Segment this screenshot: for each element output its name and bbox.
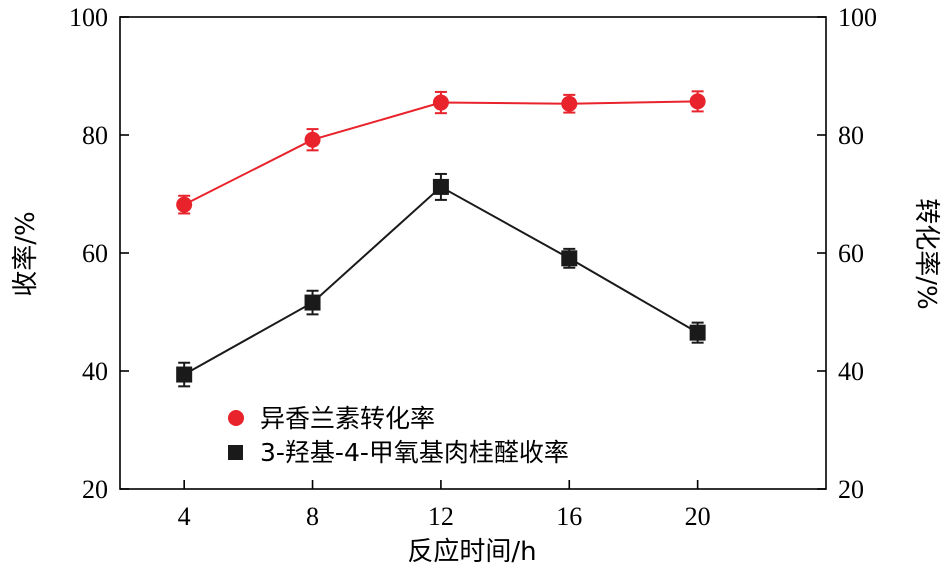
data-point [432, 178, 449, 195]
series-layer [176, 90, 706, 388]
data-point [561, 95, 578, 112]
data-point [304, 131, 321, 148]
ticks: 4 8 12 16 20 20 20 40 40 60 60 80 80 100 100 [69, 3, 877, 531]
series-line [183, 185, 699, 376]
x-axis-title: 反应时间/h [407, 537, 536, 567]
plot-frame [119, 16, 827, 490]
legend-label-cinnamaldehyde: 3-羟基-4-甲氧基肉桂醛收率 [260, 438, 569, 467]
y-axis-right-title: 转化率/% [911, 198, 941, 309]
y-right-tick-label: 100 [838, 3, 877, 32]
data-point [432, 94, 449, 111]
y-right-tick-label: 60 [838, 239, 864, 268]
y-left-tick-label: 20 [82, 475, 108, 504]
legend: 异香兰素转化率 3-羟基-4-甲氧基肉桂醛收率 [228, 404, 569, 467]
data-point [176, 196, 193, 213]
y-left-tick-label: 100 [69, 3, 108, 32]
x-tick-label: 12 [428, 502, 454, 531]
legend-marker-isovanillin [228, 410, 244, 426]
series-conversion [176, 90, 706, 215]
x-tick-label: 8 [306, 502, 319, 531]
x-tick-label: 16 [556, 502, 582, 531]
y-left-tick-label: 60 [82, 239, 108, 268]
legend-label-isovanillin: 异香兰素转化率 [260, 404, 435, 433]
data-point [561, 250, 578, 267]
legend-marker-cinnamaldehyde [228, 445, 243, 460]
data-point [689, 324, 706, 341]
data-point [304, 294, 321, 311]
y-left-tick-label: 40 [82, 357, 108, 386]
y-left-tick-label: 80 [82, 121, 108, 150]
series-yield [176, 172, 706, 388]
y-right-tick-label: 20 [838, 475, 864, 504]
y-right-tick-label: 80 [838, 121, 864, 150]
axes [119, 16, 827, 490]
data-point [176, 366, 193, 383]
x-tick-label: 4 [178, 502, 191, 531]
y-right-tick-label: 40 [838, 357, 864, 386]
data-point [689, 93, 706, 110]
x-tick-label: 20 [685, 502, 711, 531]
y-axis-left-title: 收率/% [11, 211, 41, 296]
